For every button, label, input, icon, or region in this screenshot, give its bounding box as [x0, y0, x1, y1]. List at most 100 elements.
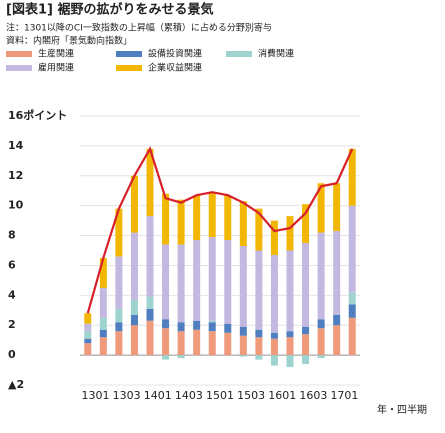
- bar-segment: [224, 323, 232, 333]
- legend-label: 生産関連: [38, 48, 74, 60]
- legend-label: 設備投資関連: [148, 48, 202, 60]
- bar-segment: [162, 193, 170, 245]
- bar-segment: [162, 244, 170, 320]
- bar-segment: [130, 299, 138, 315]
- legend-label: 消費関連: [258, 48, 294, 60]
- y-tick-label: 0: [8, 348, 16, 361]
- bar-segment: [286, 216, 294, 251]
- bar-segment: [208, 331, 216, 356]
- bar-segment: [193, 240, 201, 321]
- bar-segment: [208, 237, 216, 321]
- x-tick-label: 1403: [175, 389, 203, 402]
- bar-segment: [302, 243, 310, 327]
- bar-segment: [302, 326, 310, 335]
- bar-segment: [317, 183, 325, 233]
- y-tick-label: 16ポイント: [8, 108, 67, 122]
- x-tick-label: 1501: [206, 389, 234, 402]
- bar-segment: [99, 287, 107, 318]
- bar-segment: [224, 332, 232, 356]
- bar-segment: [255, 208, 263, 251]
- bar-segment: [146, 296, 154, 309]
- bar-segment: [84, 331, 92, 339]
- bar-segment: [146, 148, 154, 217]
- bar-segment: [286, 337, 294, 356]
- bar-segment: [270, 254, 278, 333]
- y-tick-label: 14: [8, 139, 24, 152]
- bar-segment: [115, 256, 123, 309]
- x-tick-label: 1301: [82, 389, 110, 402]
- x-tick-label: 1401: [144, 389, 172, 402]
- bar-segment: [146, 308, 154, 321]
- bar-segment: [255, 329, 263, 338]
- bar-segment: [193, 329, 201, 356]
- bar-segment: [99, 257, 107, 288]
- bar-segment: [224, 240, 232, 324]
- legend-label: 雇用関連: [38, 62, 74, 74]
- bar-segment: [302, 355, 310, 365]
- y-tick-label: 2: [8, 318, 16, 331]
- bar-segment: [193, 320, 201, 330]
- bar-segment: [224, 195, 232, 241]
- x-tick-label: 1503: [237, 389, 265, 402]
- bar-segment: [239, 326, 247, 336]
- bar-segment: [162, 328, 170, 356]
- note: 注：1301以降のCI一致指数の上昇幅（累積）に占める分野別寄与: [6, 22, 272, 34]
- bar-segment: [239, 355, 247, 357]
- bar-segment: [99, 337, 107, 356]
- bar-segment: [255, 250, 263, 330]
- bar-segment: [130, 325, 138, 356]
- bar-segment: [177, 244, 185, 323]
- bar-segment: [115, 308, 123, 323]
- bar-segment: [239, 335, 247, 356]
- bar-segment: [333, 183, 341, 232]
- bar-segment: [239, 246, 247, 327]
- x-tick-label: 1701: [330, 389, 358, 402]
- bar-segment: [99, 329, 107, 338]
- bar-segment: [130, 314, 138, 326]
- bar-segment: [348, 292, 356, 305]
- bar-segment: [130, 232, 138, 300]
- legend-swatch: [116, 65, 142, 71]
- bar-segment: [146, 216, 154, 297]
- x-axis-title: 年・四半期: [377, 403, 427, 416]
- bar-segment: [208, 192, 216, 238]
- bar-segment: [193, 195, 201, 241]
- bar-segment: [255, 337, 263, 356]
- y-tick-label: ▲2: [8, 378, 24, 391]
- legend-swatch: [226, 51, 252, 57]
- bar-segment: [115, 331, 123, 356]
- y-tick-label: 10: [8, 199, 24, 212]
- legend-label: 企業収益関連: [148, 62, 202, 74]
- bar-segment: [270, 220, 278, 255]
- bar-segment: [317, 232, 325, 320]
- bar-segment: [84, 323, 92, 332]
- bar-segment: [208, 322, 216, 332]
- bar-segment: [286, 250, 294, 332]
- bar-segment: [177, 331, 185, 356]
- bar-segment: [333, 231, 341, 315]
- bar-segment: [333, 314, 341, 326]
- bar-segment: [115, 322, 123, 332]
- bar-segment: [270, 355, 278, 366]
- bar-segment: [239, 201, 247, 247]
- legend-swatch: [6, 51, 32, 57]
- bar-segment: [84, 338, 92, 344]
- x-tick-label: 1601: [268, 389, 296, 402]
- chart-title: [図表1] 裾野の拡がりをみせる景気: [6, 2, 213, 18]
- legend-swatch: [6, 65, 32, 71]
- bar-segment: [177, 199, 185, 245]
- bar-segment: [84, 313, 92, 324]
- bar-segment: [177, 322, 185, 332]
- y-tick-label: 8: [8, 229, 16, 242]
- bar-segment: [317, 328, 325, 356]
- bar-segment: [302, 204, 310, 244]
- bar-segment: [302, 334, 310, 356]
- bar-segment: [270, 332, 278, 339]
- bar-segment: [286, 331, 294, 338]
- bar-segment: [146, 320, 154, 356]
- source: 資料：内閣府「景気動向指数」: [6, 35, 132, 47]
- bar-segment: [84, 343, 92, 356]
- legend-swatch: [116, 51, 142, 57]
